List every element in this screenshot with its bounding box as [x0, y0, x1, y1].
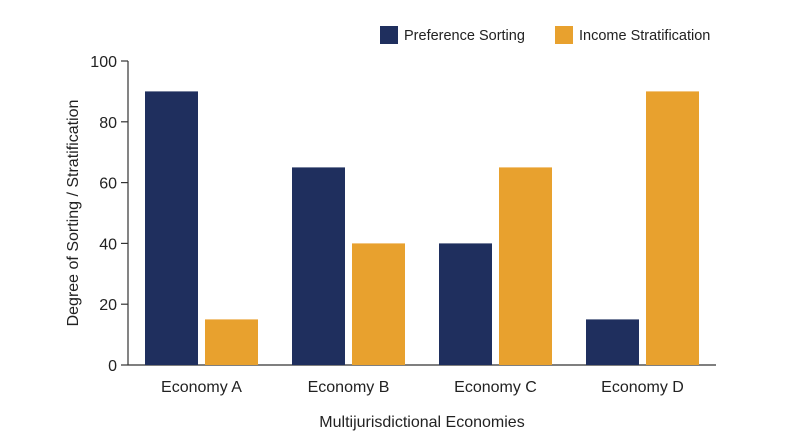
bar-income-stratification-economy-c — [499, 167, 552, 365]
x-tick-label: Economy D — [601, 379, 684, 396]
y-tick-label: 0 — [108, 358, 117, 375]
x-tick-label: Economy A — [161, 379, 242, 396]
y-tick-label: 100 — [90, 54, 117, 71]
y-axis: 0 20 40 60 80 100 — [90, 54, 129, 375]
y-tick-label: 80 — [99, 115, 117, 132]
bar-preference-sorting-economy-a — [145, 91, 198, 366]
bar-income-stratification-economy-d — [646, 91, 699, 366]
bar-income-stratification-economy-a — [205, 319, 258, 365]
x-axis: Economy A Economy B Economy C Economy D — [128, 364, 716, 396]
bars — [145, 91, 699, 366]
legend-swatch — [380, 26, 398, 44]
legend-swatch — [555, 26, 573, 44]
x-tick-label: Economy C — [454, 379, 537, 396]
x-tick-label: Economy B — [308, 379, 390, 396]
y-tick-label: 60 — [99, 176, 117, 193]
bar-preference-sorting-economy-b — [292, 167, 345, 365]
y-axis-label: Degree of Sorting / Stratification — [65, 100, 82, 327]
x-axis-label: Multijurisdictional Economies — [319, 414, 524, 431]
y-tick-label: 20 — [99, 297, 117, 314]
bar-preference-sorting-economy-c — [439, 243, 492, 365]
bar-income-stratification-economy-b — [352, 243, 405, 365]
legend-label: Income Stratification — [579, 28, 710, 44]
bar-preference-sorting-economy-d — [586, 319, 639, 365]
legend-label: Preference Sorting — [404, 28, 525, 44]
y-tick-label: 40 — [99, 236, 117, 253]
legend: Preference Sorting Income Stratification — [380, 26, 710, 44]
